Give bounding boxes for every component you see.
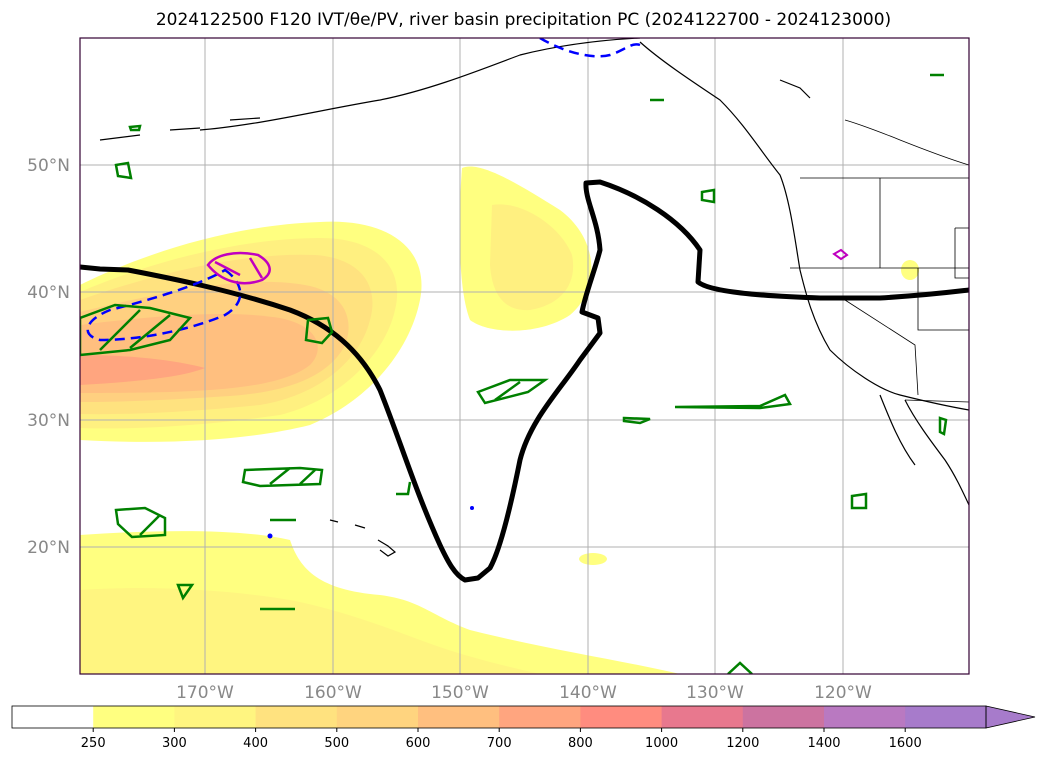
colorbar-segment (742, 706, 825, 728)
lat-label: 20°N (27, 538, 70, 558)
lon-label: 150°W (431, 683, 489, 703)
colorbar-segment (824, 706, 906, 728)
precip-west-1 (80, 303, 193, 357)
alaska-south-coast (639, 41, 969, 411)
precip-sw (114, 506, 167, 539)
map-frame (79, 37, 970, 675)
colorbar: 250 300 400 500 600 700 800 1000 1200 1400 1600 (11, 705, 1036, 751)
colorbar-tick-label: 1200 (726, 736, 759, 751)
precip-hawaii-n (241, 466, 324, 488)
ivt-fill-700 (80, 355, 205, 385)
precip-contours (80, 73, 948, 674)
lon-label: 160°W (304, 683, 362, 703)
lon-labels: 170°W 160°W 150°W 140°W 130°W 120°W (176, 683, 872, 703)
blue-dot-1 (267, 533, 273, 539)
ivt-fill-central-300 (490, 204, 574, 311)
colorbar-tick-label: 1000 (645, 736, 678, 751)
map-title: 2024122500 F120 IVT/θe/PV, river basin p… (155, 10, 892, 30)
colorbar-segment (661, 706, 744, 728)
colorbar-extend-arrow (985, 705, 1036, 729)
map-layers (80, 38, 969, 674)
colorbar-segment (418, 706, 500, 728)
colorbar-tick-label: 500 (324, 736, 349, 751)
precip-north-1 (114, 161, 133, 180)
precip-west-2 (304, 316, 334, 345)
lon-label: 170°W (176, 683, 234, 703)
colorbar-segment (93, 706, 175, 728)
precip-small-6 (938, 416, 948, 436)
magenta-contour-2 (832, 248, 849, 261)
ak-bay (779, 79, 811, 99)
borders (790, 119, 969, 403)
colorbar-tick-label: 1600 (889, 736, 922, 751)
ivt-fill-small-1 (579, 553, 607, 565)
lat-label: 50°N (27, 156, 70, 176)
precip-north-2 (128, 124, 142, 132)
colorbar-segment (174, 706, 257, 728)
precip-band-2 (622, 416, 651, 425)
coastlines (99, 38, 969, 557)
colorbar-ticks: 250 300 400 500 600 700 800 1000 1200 1400 1600 (81, 728, 922, 751)
alaska-coast (199, 38, 641, 131)
precip-mid (476, 378, 549, 405)
baja-west (879, 394, 916, 466)
lon-label: 120°W (814, 683, 872, 703)
colorbar-tick-label: 1400 (807, 736, 840, 751)
colorbar-tick-label: 800 (568, 736, 593, 751)
precip-band-1 (674, 393, 792, 410)
precip-small-5 (850, 492, 868, 510)
colorbar-segment (255, 706, 338, 728)
ivt-fill-south-300 (80, 588, 540, 674)
colorbar-segment (499, 706, 581, 728)
colorbar-segment (336, 706, 419, 728)
lon-label: 130°W (686, 683, 744, 703)
magenta-contour-1 (206, 251, 271, 285)
lat-label: 30°N (27, 411, 70, 431)
lon-label: 140°W (559, 683, 617, 703)
ivt-fill-small-2 (901, 260, 919, 280)
hawaii (329, 519, 397, 557)
colorbar-tick-label: 300 (162, 736, 187, 751)
colorbar-segment (905, 706, 987, 728)
precip-small-4 (700, 188, 716, 204)
precip-small-7 (727, 661, 753, 674)
theta-e-dashed-north (539, 38, 641, 58)
precip-small-10 (396, 481, 412, 496)
colorbar-tick-label: 400 (243, 736, 268, 751)
colorbar-tick-label: 250 (81, 736, 106, 751)
theta-e-dashed-west (86, 268, 242, 342)
colorbar-segments (12, 706, 987, 728)
precip-small-1 (176, 583, 195, 601)
colorbar-segment (12, 706, 94, 728)
baja (904, 399, 969, 506)
aleutians (99, 117, 261, 141)
colorbar-segment (580, 706, 663, 728)
lat-label: 40°N (27, 283, 70, 303)
pv-contour (80, 179, 969, 583)
colorbar-tick-label: 700 (487, 736, 512, 751)
colorbar-tick-label: 600 (406, 736, 431, 751)
blue-dot-2 (470, 506, 474, 510)
lat-labels: 50°N 40°N 30°N 20°N (27, 156, 70, 558)
